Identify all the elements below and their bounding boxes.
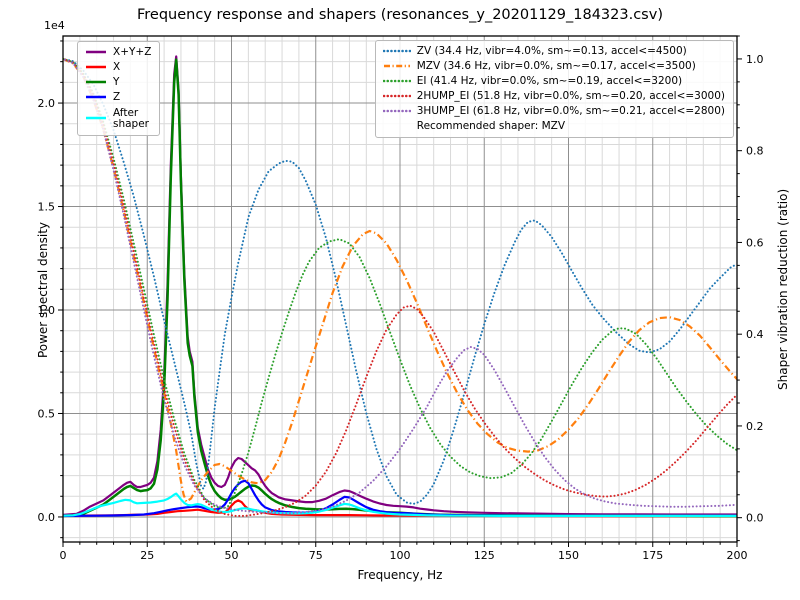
- series-mzv-line: [63, 57, 737, 503]
- legend-psd-entry: After shaper: [85, 105, 151, 132]
- series-2hump-ei-line: [63, 57, 737, 517]
- series-zv-line: [63, 57, 737, 505]
- legend-psd-label: X+Y+Z: [113, 46, 152, 59]
- legend-shaper-label: MZV (34.6 Hz, vibr=0.0%, sm~=0.17, accel…: [416, 60, 696, 73]
- x-tick-label: 25: [140, 549, 154, 562]
- legend-shaper-label: 2HUMP_EI (51.8 Hz, vibr=0.0%, sm~=0.20, …: [416, 90, 725, 103]
- y-right-tick-label: 0.0: [746, 512, 764, 525]
- legend-line-sample: [86, 81, 106, 84]
- y-left-tick-label: 0.0: [38, 511, 56, 524]
- series-z-line: [63, 479, 737, 518]
- legend-recommended-row: Recommended shaper: MZV: [383, 119, 725, 134]
- y-left-tick-label: 0.5: [38, 407, 56, 420]
- legend-handle: [85, 92, 107, 103]
- series-x-line: [63, 499, 737, 518]
- legend-handle: [382, 106, 411, 117]
- legend-handle: [383, 61, 411, 72]
- legend-line-sample: [86, 117, 106, 120]
- legend-shaper-entry: 3HUMP_EI (61.8 Hz, vibr=0.0%, sm~=0.21, …: [382, 104, 725, 119]
- legend-shapers: ZV (34.4 Hz, vibr=4.0%, sm~=0.13, accel<…: [374, 40, 734, 138]
- legend-handle: [85, 113, 107, 124]
- legend-line-sample: [86, 66, 106, 69]
- legend-shaper-entry: 2HUMP_EI (51.8 Hz, vibr=0.0%, sm~=0.20, …: [382, 89, 725, 104]
- x-axis-label: Frequency, Hz: [357, 568, 443, 582]
- x-tick-label: 75: [309, 549, 323, 562]
- x-tick-label: 200: [727, 549, 748, 562]
- legend-line-sample: [382, 80, 411, 83]
- legend-psd-entry: X+Y+Z: [85, 45, 151, 60]
- legend-shaper-entry: EI (41.4 Hz, vibr=0.0%, sm~=0.19, accel<…: [382, 74, 725, 89]
- legend-line-sample: [382, 95, 411, 98]
- y-right-tick-label: 0.2: [746, 420, 764, 433]
- x-tick-label: 50: [225, 549, 239, 562]
- y-right-tick-label: 0.4: [746, 328, 764, 341]
- legend-line-sample: [86, 96, 106, 99]
- legend-shaper-entry: MZV (34.6 Hz, vibr=0.0%, sm~=0.17, accel…: [383, 59, 725, 74]
- legend-handle: [382, 46, 411, 57]
- chart-title: Frequency response and shapers (resonanc…: [137, 7, 663, 23]
- y-left-axis-label: Power spectral density: [36, 221, 50, 359]
- x-tick-label: 100: [390, 549, 411, 562]
- legend-handle-spacer: [383, 124, 411, 130]
- y-left-tick-label: 1.0: [38, 304, 56, 317]
- legend-handle: [85, 47, 107, 58]
- legend-line-sample: [382, 110, 411, 113]
- y-left-tick-label: 1.5: [38, 201, 56, 214]
- curves-group: [63, 55, 737, 518]
- legend-shaper-label: 3HUMP_EI (61.8 Hz, vibr=0.0%, sm~=0.21, …: [416, 105, 725, 118]
- legend-psd: X+Y+Z X Y Z After shaper: [77, 41, 161, 136]
- y-right-tick-label: 0.8: [746, 145, 764, 158]
- legend-handle: [382, 76, 411, 87]
- legend-shaper-label: EI (41.4 Hz, vibr=0.0%, sm~=0.19, accel<…: [416, 75, 683, 88]
- legend-psd-label: Z: [113, 91, 121, 104]
- y-right-tick-label: 1.0: [746, 53, 764, 66]
- legend-handle: [382, 91, 411, 102]
- series-after-shaper-line: [63, 492, 737, 518]
- legend-psd-entry: Z: [85, 90, 151, 105]
- legend-line-sample: [86, 51, 106, 54]
- x-tick-label: 125: [474, 549, 495, 562]
- x-tick-label: 150: [558, 549, 579, 562]
- x-tick-label: 175: [642, 549, 663, 562]
- legend-line-sample: [382, 50, 411, 53]
- y-right-tick-label: 0.6: [746, 236, 764, 249]
- recommended-shaper-label: Recommended shaper: MZV: [416, 120, 566, 133]
- y-left-tick-label: 2.0: [38, 97, 56, 110]
- y-left-offset-text: 1e4: [44, 19, 65, 32]
- legend-psd-label: After shaper: [113, 107, 150, 130]
- legend-psd-label: Y: [113, 76, 120, 89]
- series-3hump-ei-line: [63, 57, 737, 515]
- x-tick-label: 0: [60, 549, 67, 562]
- legend-handle: [85, 77, 107, 88]
- legend-line-sample: [383, 65, 410, 68]
- legend-psd-label: X: [113, 61, 121, 74]
- legend-psd-entry: X: [85, 60, 151, 75]
- legend-psd-entry: Y: [85, 75, 151, 90]
- y-right-axis-label: Shaper vibration reduction (ratio): [776, 188, 790, 390]
- legend-handle: [85, 62, 107, 73]
- series-ei-line: [63, 57, 737, 510]
- legend-shaper-entry: ZV (34.4 Hz, vibr=4.0%, sm~=0.13, accel<…: [382, 44, 725, 59]
- legend-shaper-label: ZV (34.4 Hz, vibr=4.0%, sm~=0.13, accel<…: [416, 45, 687, 58]
